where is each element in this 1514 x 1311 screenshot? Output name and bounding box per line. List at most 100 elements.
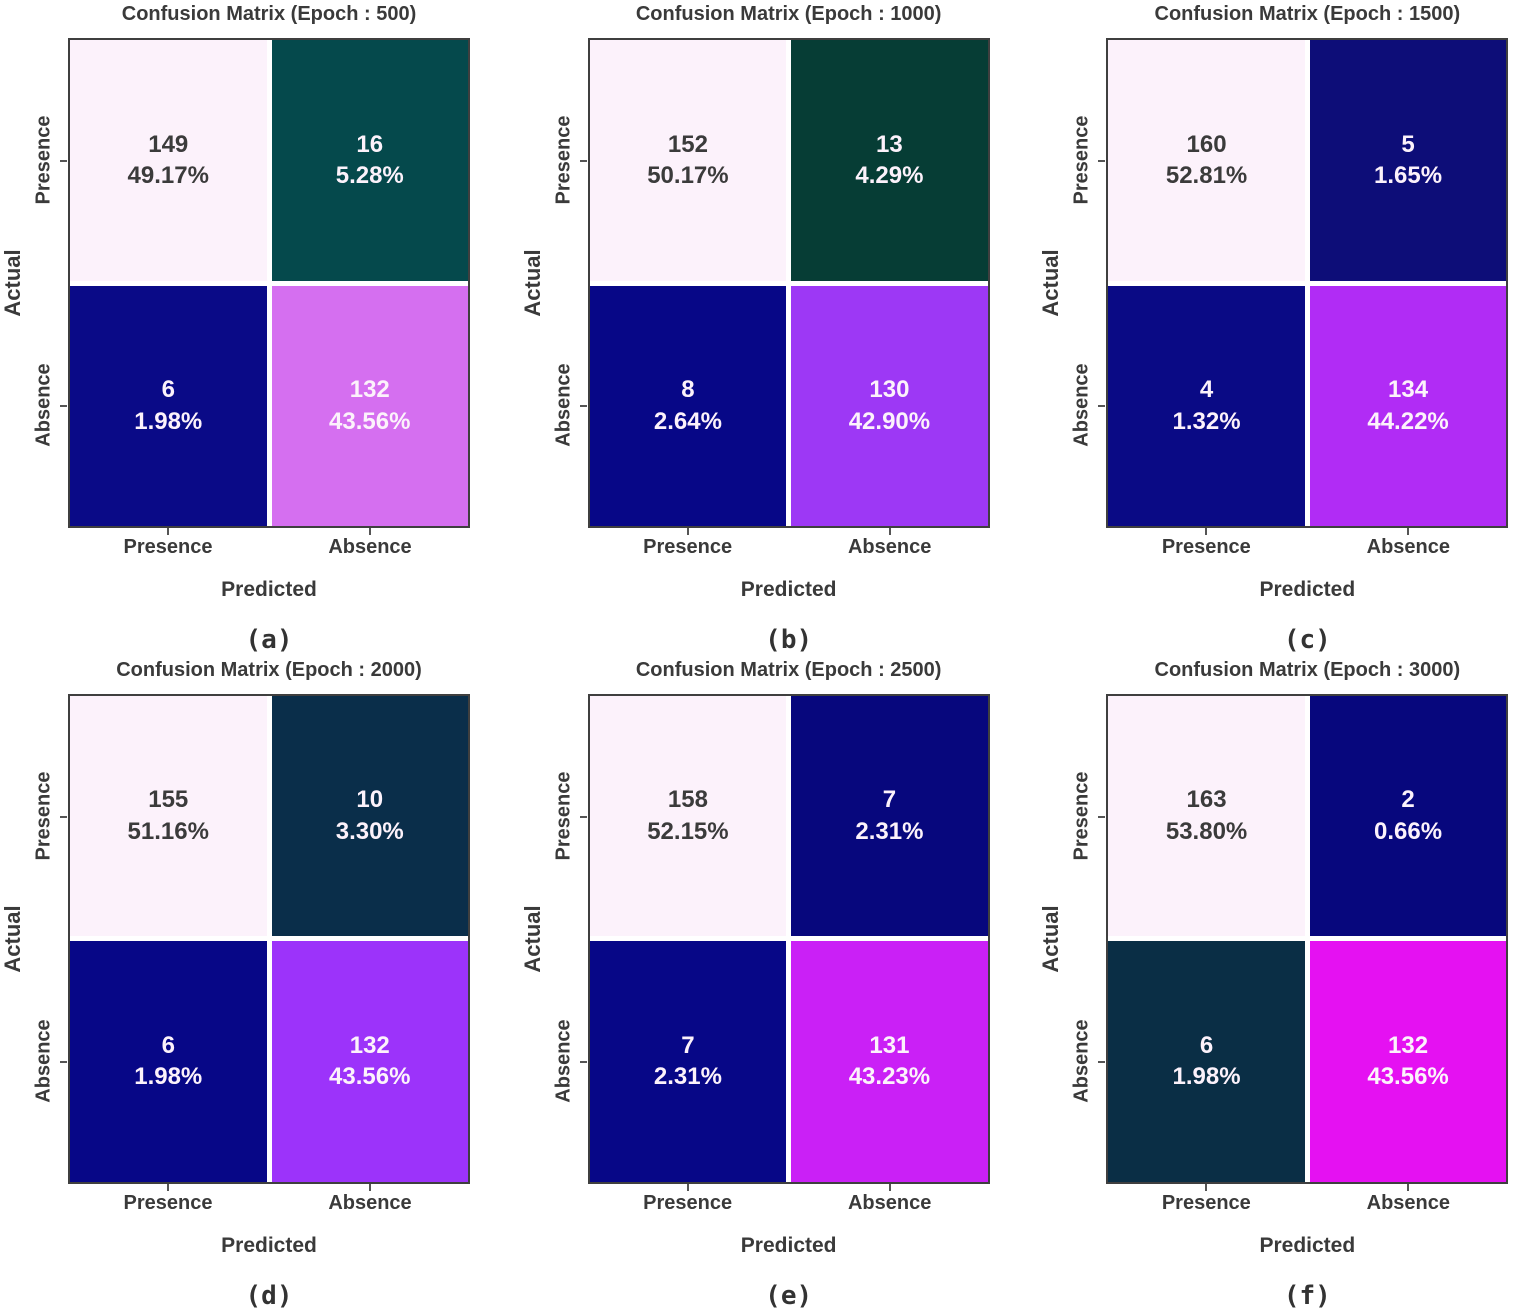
subplot-title: Confusion Matrix (Epoch : 2500): [635, 658, 942, 681]
x-tick-label-presence: Presence: [643, 536, 733, 558]
cell-percent: 2.64%: [653, 407, 722, 435]
cell-count: 6: [161, 1031, 175, 1059]
y-tick-label-absence: Absence: [32, 1018, 55, 1103]
y-axis-tick: [1098, 160, 1106, 162]
subplot-letter: (f): [1283, 1280, 1331, 1311]
matrix-cell-true-positive: 155 51.16%: [70, 695, 267, 936]
subplot-title: Confusion Matrix (Epoch : 500): [121, 3, 417, 25]
matrix-cell-false-negative: 13 4.29%: [791, 40, 988, 281]
y-tick-label-absence: Absence: [1070, 1018, 1093, 1103]
cell-percent: 2.31%: [653, 1063, 722, 1091]
matrix-cell-false-negative: 10 3.30%: [271, 695, 468, 936]
matrix-cell-false-positive: 4 1.32%: [1108, 285, 1305, 526]
cell-percent: 53.80%: [1165, 817, 1248, 845]
cell-percent: 43.56%: [329, 407, 411, 435]
confusion-matrix-subplot: Confusion Matrix (Epoch : 3000) Actual P…: [1009, 656, 1514, 1311]
matrix-cell-false-negative: 7 2.31%: [791, 695, 988, 936]
matrix-cell-true-positive: 158 52.15%: [589, 695, 787, 936]
y-axis-tick: [1098, 405, 1106, 407]
x-axis-tick: [686, 528, 689, 535]
y-tick-label-presence: Presence: [32, 115, 55, 205]
x-axis-label: Predicted: [221, 1233, 317, 1257]
confusion-matrix-subplot: Confusion Matrix (Epoch : 1000) Actual P…: [505, 0, 1010, 656]
matrix-cell-true-positive: 149 49.17%: [70, 40, 267, 281]
y-axis-label: Actual: [519, 904, 545, 973]
cell-percent: 4.29%: [855, 162, 924, 190]
cell-percent: 44.22%: [1367, 407, 1449, 435]
cell-percent: 5.28%: [335, 162, 404, 190]
heatmap-grid: 163 53.80% 2 0.66% 6 1.98% 132 43.56%: [1106, 693, 1509, 1184]
cell-percent: 43.23%: [848, 1063, 931, 1091]
matrix-cell-true-positive: 160 52.81%: [1108, 40, 1305, 281]
subplot-title: Confusion Matrix (Epoch : 2000): [116, 658, 422, 681]
matrix-cell-true-negative: 132 43.56%: [271, 941, 468, 1182]
cell-percent: 0.66%: [1374, 817, 1443, 845]
cell-percent: 49.17%: [127, 162, 209, 190]
x-axis-label: Predicted: [740, 578, 837, 601]
heatmap-grid: 152 50.17% 13 4.29% 8 2.64% 130 42.90%: [587, 38, 990, 528]
x-axis-label: Predicted: [221, 578, 317, 601]
cell-percent: 2.31%: [855, 817, 924, 845]
matrix-cell-true-positive: 152 50.17%: [589, 40, 787, 281]
cell-count: 10: [356, 786, 384, 814]
cell-count: 4: [1199, 376, 1214, 404]
y-axis-tick: [60, 1060, 67, 1063]
subplot-title: Confusion Matrix (Epoch : 3000): [1154, 658, 1461, 681]
cell-count: 132: [349, 1031, 390, 1059]
x-axis-tick: [1407, 528, 1410, 535]
subplot-letter: (b): [765, 625, 813, 655]
y-tick-label-presence: Presence: [1070, 771, 1093, 860]
y-axis-label: Actual: [1038, 904, 1064, 973]
confusion-matrix-subplot: Confusion Matrix (Epoch : 2500) Actual P…: [505, 656, 1010, 1311]
y-axis-tick: [1098, 815, 1106, 818]
cell-percent: 51.16%: [127, 817, 209, 845]
matrix-cell-false-negative: 16 5.28%: [271, 40, 468, 281]
y-tick-label-absence: Absence: [32, 363, 55, 447]
heatmap-grid: 160 52.81% 5 1.65% 4 1.32% 134 44.22%: [1106, 38, 1509, 528]
x-tick-label-presence: Presence: [1161, 536, 1251, 558]
matrix-cell-false-positive: 6 1.98%: [70, 285, 267, 526]
confusion-matrix-subplot: Confusion Matrix (Epoch : 2000) Actual P…: [0, 656, 505, 1311]
x-tick-label-absence: Absence: [1366, 1191, 1450, 1214]
cell-count: 13: [876, 130, 903, 158]
cell-percent: 43.56%: [1367, 1063, 1449, 1091]
x-axis-tick: [1407, 1183, 1410, 1191]
y-axis-tick: [60, 405, 67, 407]
cell-percent: 3.30%: [335, 817, 404, 845]
matrix-cell-false-positive: 8 2.64%: [589, 285, 787, 526]
matrix-cell-true-negative: 130 42.90%: [791, 285, 988, 526]
cell-count: 130: [869, 376, 910, 404]
cell-count: 163: [1186, 786, 1227, 814]
matrix-cell-true-negative: 131 43.23%: [791, 941, 988, 1182]
y-axis-tick: [1098, 1060, 1106, 1063]
x-tick-label-presence: Presence: [123, 536, 213, 558]
heatmap-grid: 158 52.15% 7 2.31% 7 2.31% 131 43.23%: [587, 693, 990, 1184]
heatmap-grid: 155 51.16% 10 3.30% 6 1.98% 132 43.56%: [68, 693, 470, 1184]
subplot-letter: (e): [765, 1280, 813, 1311]
x-tick-label-absence: Absence: [328, 536, 412, 558]
y-axis-label: Actual: [0, 904, 25, 973]
cell-count: 7: [681, 1031, 695, 1059]
x-axis-tick: [167, 528, 169, 535]
y-tick-label-presence: Presence: [1070, 115, 1093, 205]
matrix-cell-true-negative: 134 44.22%: [1309, 285, 1507, 526]
cell-percent: 52.81%: [1165, 162, 1248, 190]
cell-percent: 1.98%: [1172, 1063, 1241, 1091]
y-axis-label: Actual: [0, 249, 25, 317]
y-axis-label: Actual: [519, 249, 545, 317]
x-axis-tick: [888, 528, 891, 535]
cell-count: 132: [1388, 1031, 1429, 1059]
x-tick-label-absence: Absence: [1366, 536, 1450, 558]
matrix-cell-true-negative: 132 43.56%: [271, 285, 468, 526]
y-tick-label-absence: Absence: [1070, 363, 1093, 447]
cell-count: 158: [667, 786, 708, 814]
x-tick-label-presence: Presence: [123, 1191, 213, 1214]
y-axis-tick: [579, 405, 587, 407]
cell-count: 5: [1401, 130, 1415, 158]
y-axis-label: Actual: [1038, 249, 1064, 317]
matrix-cell-false-positive: 6 1.98%: [70, 941, 267, 1182]
y-tick-label-presence: Presence: [552, 771, 575, 860]
subplot-letter: (a): [245, 625, 293, 655]
x-tick-label-absence: Absence: [847, 536, 932, 558]
matrix-cell-true-positive: 163 53.80%: [1108, 695, 1305, 936]
